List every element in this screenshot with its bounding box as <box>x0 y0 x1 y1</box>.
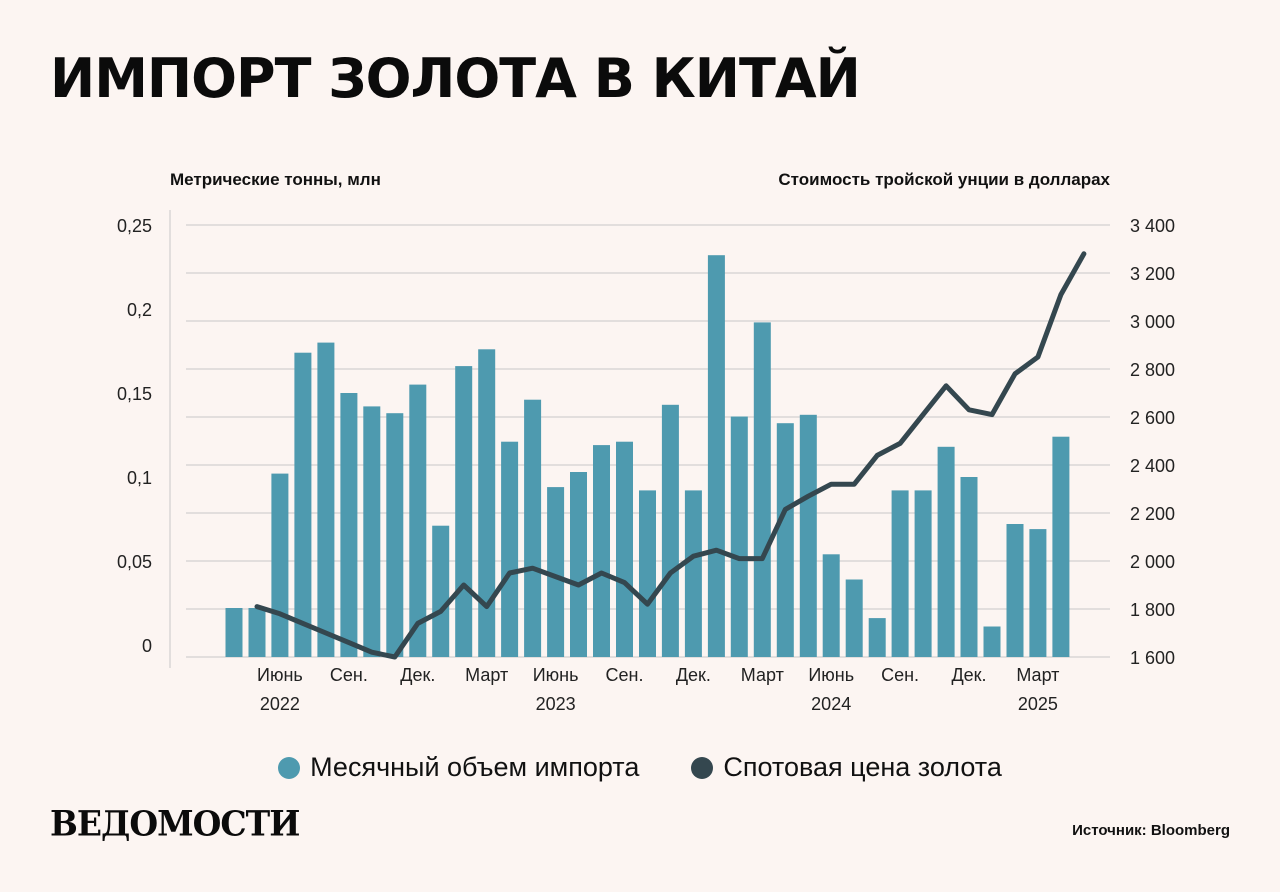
right-tick-label: 1 800 <box>1130 600 1175 620</box>
price-line <box>254 251 1087 660</box>
x-tick-label: Март <box>741 665 784 685</box>
bar <box>799 414 817 657</box>
x-year-label: 2025 <box>1018 694 1058 714</box>
x-tick-label: Июнь <box>257 665 303 685</box>
right-tick-label: 2 800 <box>1130 360 1175 380</box>
bar <box>868 618 886 657</box>
right-tick-label: 2 600 <box>1130 408 1175 428</box>
bar <box>1052 436 1070 657</box>
left-tick-label: 0,1 <box>127 468 152 488</box>
x-tick-label: Дек. <box>400 665 435 685</box>
bar <box>294 352 312 657</box>
bar <box>386 413 404 657</box>
bar <box>914 490 932 657</box>
bar <box>730 416 748 657</box>
vedomosti-logo: ВЕДОМОСТИ <box>50 803 300 844</box>
right-tick-label: 2 000 <box>1130 552 1175 572</box>
bar <box>661 404 679 657</box>
bar <box>478 349 496 657</box>
bar <box>593 445 610 657</box>
line-layer <box>254 251 1087 660</box>
bar <box>1029 529 1047 657</box>
bar <box>409 384 427 657</box>
x-tick-label: Сен. <box>881 665 919 685</box>
bar <box>432 525 450 657</box>
bar <box>363 406 381 657</box>
legend-bar-swatch-icon <box>278 756 301 779</box>
left-tick-label: 0,25 <box>117 216 152 236</box>
bar <box>891 490 909 657</box>
x-tick-label: Сен. <box>606 665 644 685</box>
left-tick-label: 0,2 <box>127 300 152 320</box>
left-tick-label: 0,15 <box>117 384 152 404</box>
right-tick-label: 2 200 <box>1130 504 1175 524</box>
bar <box>455 366 473 657</box>
bar <box>776 423 794 657</box>
x-tick-label: Июнь <box>533 665 579 685</box>
legend-line-swatch-icon <box>691 756 714 779</box>
right-tick-label: 3 200 <box>1130 264 1175 284</box>
right-tick-labels: 1 600 1 800 2 000 2 200 2 400 2 600 2 800 3 000… <box>1130 216 1175 668</box>
bar <box>1006 524 1024 657</box>
x-tick-label: Дек. <box>951 665 986 685</box>
bar <box>524 399 542 657</box>
left-axis-title: Метрические тонны, млн <box>170 170 381 189</box>
legend-line-label: Спотовая цена золота <box>723 752 1002 782</box>
left-tick-label: 0 <box>142 636 152 656</box>
bar <box>616 441 633 657</box>
bars-layer <box>225 255 1070 657</box>
legend-item-bars: Месячный объем импорта <box>278 752 639 783</box>
bar <box>570 472 587 657</box>
bar <box>822 554 840 657</box>
right-tick-label: 3 000 <box>1130 312 1175 332</box>
bar <box>547 487 565 657</box>
legend-bars-label: Месячный объем импорта <box>310 752 640 782</box>
source-note: Источник: Bloomberg <box>1072 822 1230 839</box>
chart-canvas: 0 0,05 0,1 0,15 0,2 0,25 1 600 1 800 2 000 2 200… <box>117 210 1175 714</box>
x-year-label: 2022 <box>260 694 300 714</box>
x-tick-label: Сен. <box>330 665 368 685</box>
bar <box>753 322 771 657</box>
x-tick-label: Март <box>465 665 508 685</box>
bar <box>340 393 358 657</box>
right-tick-label: 2 400 <box>1130 456 1175 476</box>
x-year-label: 2023 <box>536 694 576 714</box>
right-axis-title: Стоимость тройской унции в долларах <box>778 170 1110 189</box>
x-tick-label: Дек. <box>676 665 711 685</box>
chart-title: ИМПОРТ ЗОЛОТА В КИТАЙ <box>50 47 861 110</box>
legend-item-line: Спотовая цена золота <box>691 752 1002 783</box>
left-tick-label: 0,05 <box>117 552 152 572</box>
x-tick-label: Июнь <box>808 665 854 685</box>
x-tick-labels: Июнь 2022 Сен. Дек. Март Июнь 2023 Сен. Дек. Март… <box>257 665 1059 714</box>
x-tick-label: Март <box>1016 665 1059 685</box>
bar <box>639 490 656 657</box>
bar <box>248 608 266 657</box>
right-tick-label: 3 400 <box>1130 216 1175 236</box>
bar <box>271 473 289 657</box>
bar <box>317 342 335 657</box>
x-year-label: 2024 <box>811 694 851 714</box>
bar <box>501 441 519 657</box>
left-tick-labels: 0 0,05 0,1 0,15 0,2 0,25 <box>117 216 152 656</box>
bar <box>684 490 702 657</box>
bar <box>960 477 978 657</box>
legend: Месячный объем импорта Спотовая цена зол… <box>0 752 1280 783</box>
bar <box>983 626 1001 657</box>
right-tick-label: 1 600 <box>1130 648 1175 668</box>
bar <box>225 608 243 657</box>
bar <box>707 255 725 657</box>
bar <box>845 579 863 657</box>
bar <box>937 446 955 657</box>
